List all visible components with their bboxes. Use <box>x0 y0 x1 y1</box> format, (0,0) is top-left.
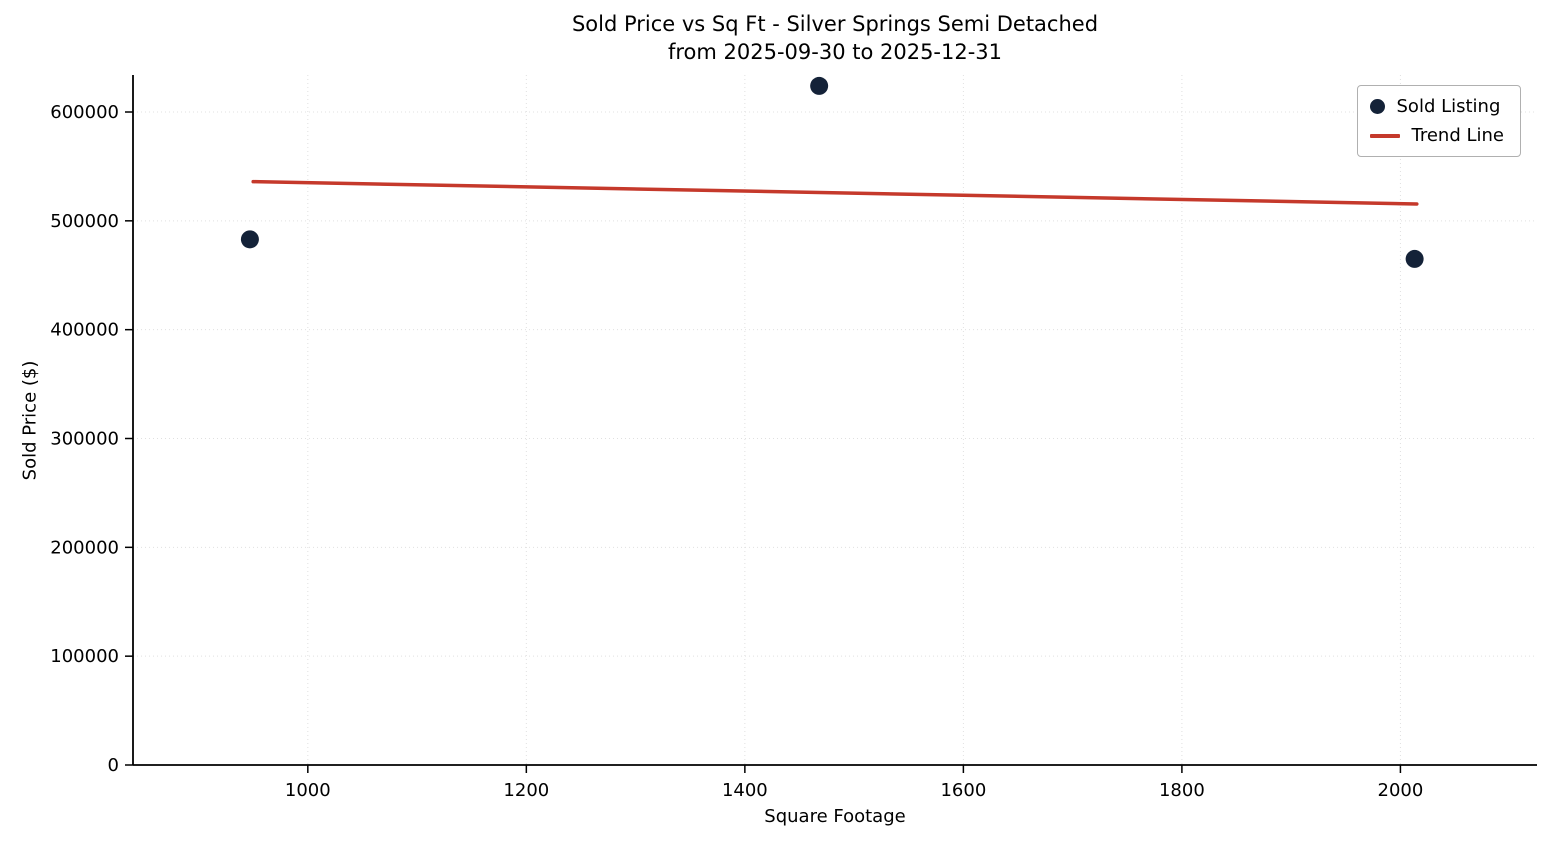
x-tick-label: 1800 <box>1159 780 1205 801</box>
x-axis-label: Square Footage <box>764 806 906 827</box>
legend-item-sold-listing: Sold Listing <box>1369 96 1505 117</box>
trend-line <box>251 179 1419 206</box>
legend-label-sold-listing: Sold Listing <box>1396 96 1501 117</box>
y-tick-label: 100000 <box>50 646 119 667</box>
chart-title-line2: from 2025-09-30 to 2025-12-31 <box>667 40 1003 65</box>
x-tick-label: 1000 <box>285 780 331 801</box>
x-tick-label: 1200 <box>503 780 549 801</box>
y-tick-label: 500000 <box>50 211 119 232</box>
x-tick-label: 1400 <box>722 780 768 801</box>
chart-title: Sold Price vs Sq Ft - Silver Springs Sem… <box>133 10 1537 67</box>
legend-label-trend-line: Trend Line <box>1411 125 1505 146</box>
trend-line-icon <box>1369 133 1400 138</box>
data-point <box>240 230 259 249</box>
data-point <box>1405 249 1424 268</box>
y-tick-label: 200000 <box>50 537 119 558</box>
y-tick-label: 300000 <box>50 429 119 450</box>
y-tick-label: 600000 <box>50 102 119 123</box>
legend: Sold Listing Trend Line <box>1356 85 1521 157</box>
x-tick-label: 2000 <box>1378 780 1424 801</box>
y-tick-label: 400000 <box>50 320 119 341</box>
y-axis-label: Sold Price ($) <box>19 360 41 481</box>
sold-listing-dot-icon <box>1369 99 1385 114</box>
x-tick-label: 1600 <box>940 780 986 801</box>
chart-title-line1: Sold Price vs Sq Ft - Silver Springs Sem… <box>571 12 1099 36</box>
legend-item-trend-line: Trend Line <box>1369 125 1505 146</box>
y-tick-label: 0 <box>108 755 119 776</box>
data-point <box>810 76 829 95</box>
